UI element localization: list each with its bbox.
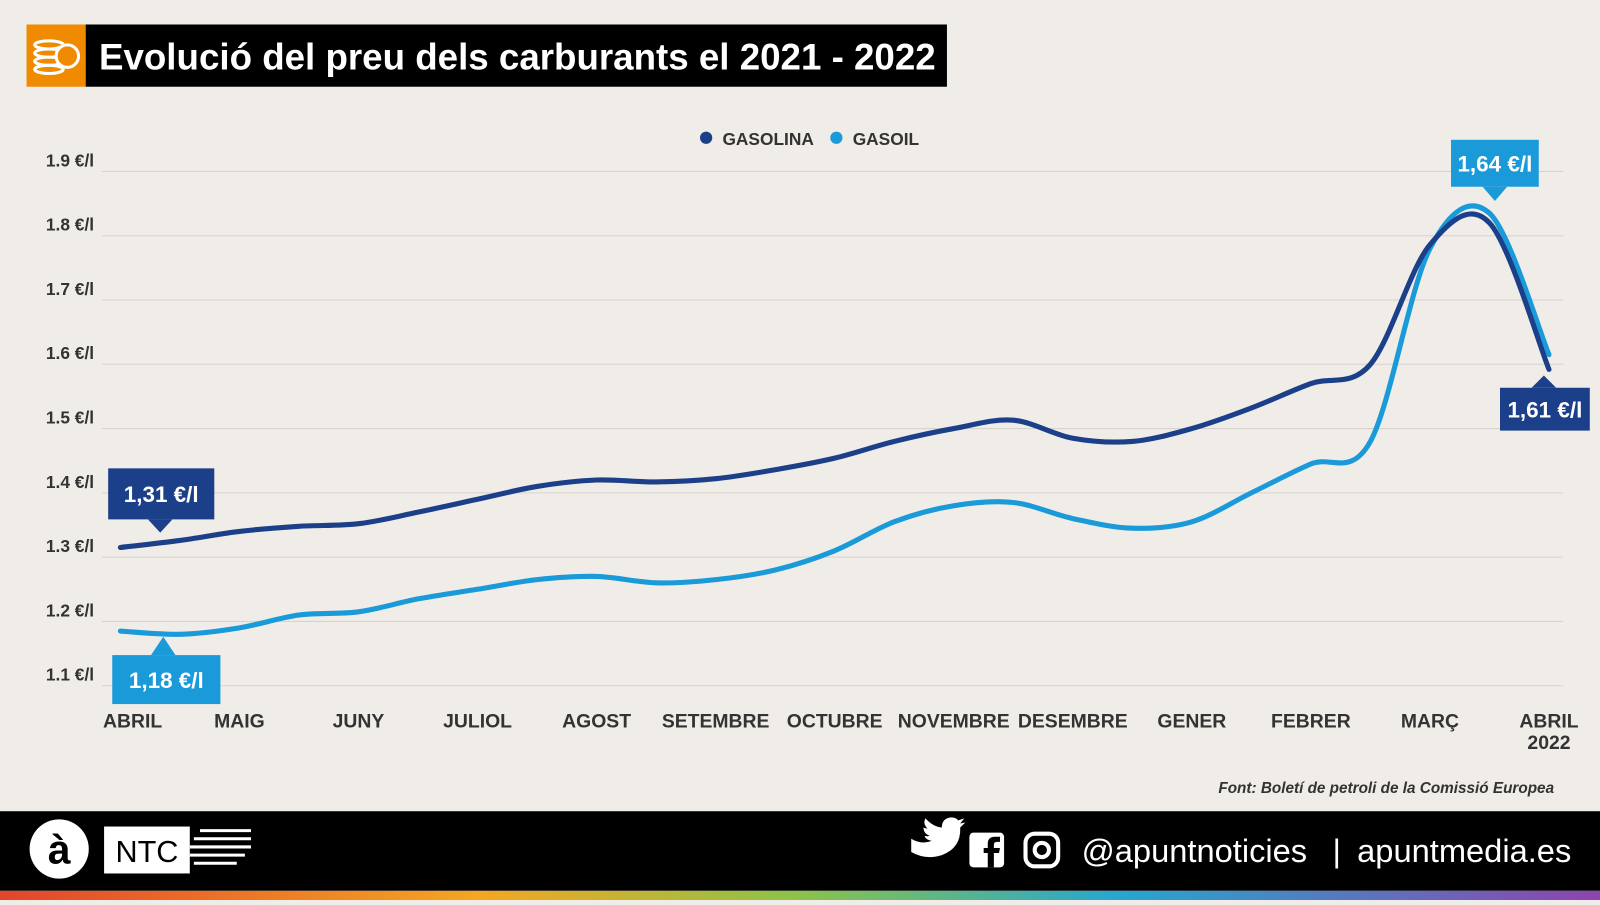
annotation: 1,61 €/l — [1507, 397, 1582, 422]
y-tick-label: 1.2 €/l — [46, 600, 94, 620]
handle: @apuntnoticies — [1082, 832, 1308, 869]
annotation-box — [1500, 387, 1590, 431]
legend-marker — [830, 131, 843, 144]
y-tick-label: 1.1 €/l — [46, 665, 94, 685]
x-tick-label-line: 2022 — [1527, 732, 1570, 754]
logo-circle — [29, 819, 89, 879]
x-tick-label: DESEMBRE — [1018, 711, 1128, 733]
annotation: 1,31 €/l — [124, 482, 199, 507]
x-tick-label: FEBRER — [1271, 711, 1351, 733]
source: Font: Boletí de petroli de la Comissió E… — [1218, 780, 1554, 797]
x-tick-label-line: ABRIL — [1519, 711, 1578, 733]
x-tick-label: ABRIL 2022 — [1519, 711, 1578, 754]
chart-title: Evolució del preu dels carburants el 202… — [99, 36, 936, 77]
annotation-pointer — [1482, 186, 1508, 202]
instagram-lens — [1032, 840, 1052, 860]
x-tick-label: NOVEMBRE — [898, 711, 1010, 733]
site: apuntmedia.es — [1357, 832, 1571, 869]
annotation: 1,18 €/l — [129, 668, 204, 693]
x-tick-label: GENER — [1157, 711, 1226, 733]
legend-label: GASOLINA — [722, 129, 814, 149]
facebook-f — [983, 836, 1000, 868]
logo: à — [48, 826, 71, 872]
legend-marker — [700, 131, 713, 144]
x-tick-label: JUNY — [333, 711, 385, 733]
y-tick-label: 1.4 €/l — [46, 472, 94, 492]
footer-stripe — [0, 890, 1600, 900]
brand-lines — [189, 829, 252, 865]
title-bg — [85, 24, 947, 87]
annotation: 1,64 €/l — [1457, 151, 1532, 176]
y-tick-label: 1.7 €/l — [46, 279, 94, 299]
instagram-icon — [1023, 831, 1061, 869]
x-tick-label: MAIG — [214, 711, 265, 733]
footer-bg — [0, 811, 1600, 891]
x-tick-label: JULIOL — [443, 711, 512, 733]
annotation-box — [108, 468, 215, 520]
twitter-icon — [911, 817, 966, 858]
series-line — [117, 203, 1552, 637]
x-tick-label: OCTUBRE — [787, 711, 883, 733]
x-tick-label: MARÇ — [1401, 711, 1459, 733]
annotation-pointer — [147, 519, 173, 533]
brand: NTC — [115, 835, 178, 869]
y-tick-label: 1.3 €/l — [46, 536, 94, 556]
y-tick-label: 1.9 €/l — [46, 150, 94, 170]
annotation-box — [1451, 139, 1539, 187]
coin-icon — [33, 39, 81, 75]
series-line — [117, 211, 1552, 551]
x-tick-label: ABRIL — [103, 711, 162, 733]
x-tick-label: SETEMBRE — [662, 711, 770, 733]
legend-label: GASOIL — [853, 129, 920, 149]
y-tick-label: 1.5 €/l — [46, 407, 94, 427]
annotation-pointer — [151, 636, 176, 656]
y-tick-label: 1.6 €/l — [46, 343, 94, 363]
annotation-pointer — [1531, 375, 1557, 388]
brand-box — [104, 826, 190, 874]
separator: | — [1332, 832, 1340, 869]
y-tick-label: 1.8 €/l — [46, 215, 94, 235]
x-tick-label: AGOST — [562, 711, 631, 733]
annotation-box — [112, 655, 221, 705]
